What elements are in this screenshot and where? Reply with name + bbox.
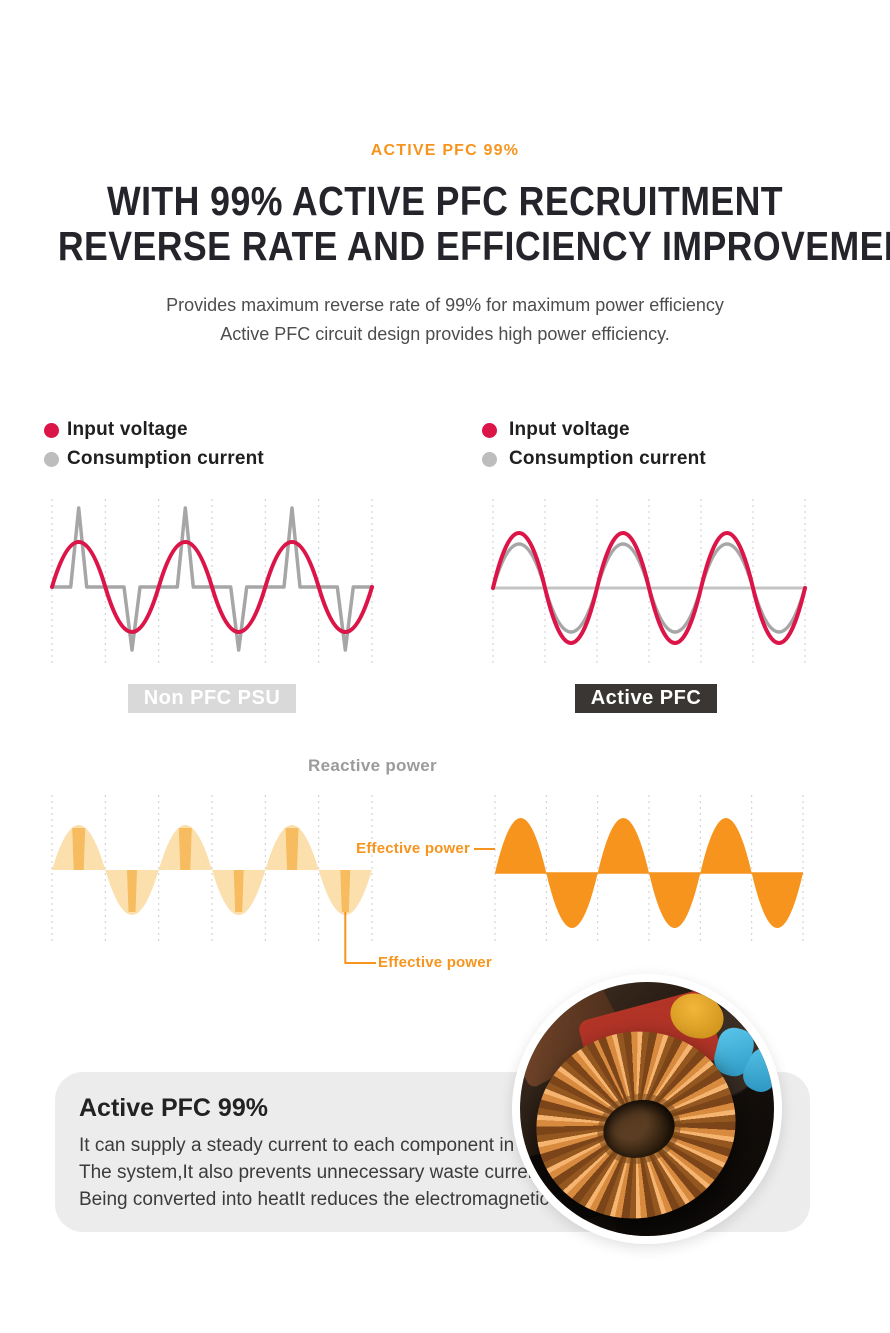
legend-non-pfc: Input voltage Consumption current	[44, 419, 264, 477]
page-title-line2: REVERSE RATE AND EFFICIENCY IMPROVEMENT	[57, 223, 890, 269]
input-voltage-label: Input voltage	[67, 419, 188, 440]
consumption-current-label: Consumption current	[67, 448, 264, 469]
gridlines	[51, 795, 373, 945]
card-body-line3: Being converted into heatIt reduces the …	[79, 1189, 604, 1210]
effective-power-wedges	[72, 828, 351, 912]
effective-power-callout-line	[344, 912, 376, 964]
input-voltage-dot-icon	[44, 422, 59, 438]
reactive-power-chart	[51, 795, 376, 964]
eyebrow-label: ACTIVE PFC 99%	[370, 142, 520, 159]
legend-row-consumption-current: Consumption current	[482, 448, 706, 470]
active-pfc-badge: Active PFC	[575, 684, 717, 713]
subtitle-line1: Provides maximum reverse rate of 99% for…	[166, 295, 724, 315]
legend-active-pfc: Input voltage Consumption current	[482, 419, 706, 477]
non-pfc-badge: Non PFC PSU	[128, 684, 296, 713]
page-subtitle: Provides maximum reverse rate of 99% for…	[0, 291, 890, 349]
effective-power-lobes	[495, 818, 803, 928]
effective-power-chart	[494, 795, 804, 945]
input-voltage-sine-wave	[491, 531, 807, 645]
subtitle-line2: Active PFC circuit design provides high …	[220, 324, 670, 344]
card-body-line1: It can supply a steady current to each c…	[79, 1135, 571, 1156]
input-voltage-sine-wave	[50, 540, 374, 634]
pfc-component-photo	[512, 974, 782, 1244]
consumption-current-dot-icon	[482, 451, 497, 467]
input-voltage-label: Input voltage	[509, 419, 630, 440]
reactive-power-label: Reactive power	[308, 756, 437, 775]
page-title-line1: WITH 99% ACTIVE PFC RECRUITMENT	[106, 178, 784, 224]
consumption-current-dot-icon	[44, 451, 59, 467]
active-pfc-waveform-chart	[491, 499, 807, 663]
legend-row-input-voltage: Input voltage	[482, 419, 706, 441]
card-title: Active PFC 99%	[79, 1094, 268, 1122]
gridlines	[494, 795, 804, 945]
legend-row-consumption-current: Consumption current	[44, 448, 264, 470]
legend-row-input-voltage: Input voltage	[44, 419, 264, 441]
effective-power-connector-line	[474, 848, 495, 850]
input-voltage-dot-icon	[482, 422, 497, 438]
consumption-current-label: Consumption current	[509, 448, 706, 469]
card-body-line2: The system,It also prevents unnecessary …	[79, 1162, 587, 1183]
page-title: WITH 99% ACTIVE PFC RECRUITMENT REVERSE …	[0, 179, 890, 269]
non-pfc-waveform-chart	[50, 499, 374, 663]
effective-power-label-bottom: Effective power	[378, 954, 492, 971]
effective-power-label-right: Effective power	[356, 840, 470, 857]
card-body: It can supply a steady current to each c…	[79, 1132, 604, 1213]
